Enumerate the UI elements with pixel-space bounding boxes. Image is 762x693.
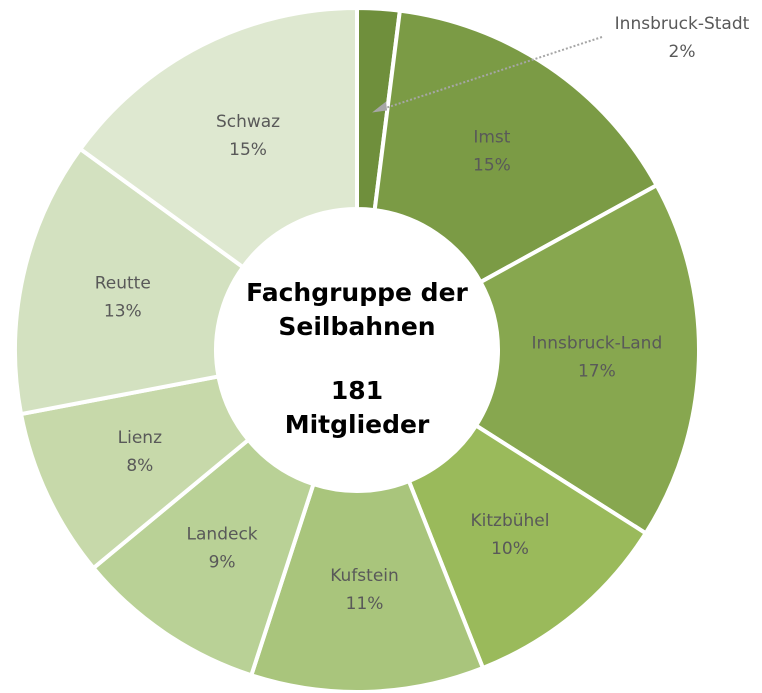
donut-hole [216, 209, 498, 491]
leader-arrow [372, 101, 388, 113]
center-total-label: Mitglieder [285, 410, 430, 439]
slice-value: 11% [346, 594, 384, 614]
slice-value: 10% [491, 539, 529, 559]
center-total: 181 [331, 376, 383, 405]
slice-label: Innsbruck-Stadt [615, 14, 750, 34]
slice-value: 9% [209, 552, 236, 572]
slice-label: Reutte [95, 274, 151, 294]
slice-value: 15% [473, 156, 511, 176]
slice-label: Innsbruck-Land [531, 334, 662, 354]
center-title: Fachgruppe der [246, 278, 468, 307]
slice-label: Kufstein [330, 566, 399, 586]
slice-label: Schwaz [216, 112, 280, 132]
slice-value: 17% [578, 362, 616, 382]
slice-value: 8% [126, 456, 153, 476]
slice-label: Landeck [187, 524, 258, 544]
slice-value: 13% [104, 302, 142, 322]
slice-label: Lienz [118, 428, 162, 448]
slice-label: Kitzbühel [470, 511, 549, 531]
slice-value: 2% [669, 42, 696, 62]
leader-line [377, 36, 603, 112]
slice-label: Imst [473, 128, 510, 148]
slice-value: 15% [229, 140, 267, 160]
center-title: Seilbahnen [278, 312, 435, 341]
